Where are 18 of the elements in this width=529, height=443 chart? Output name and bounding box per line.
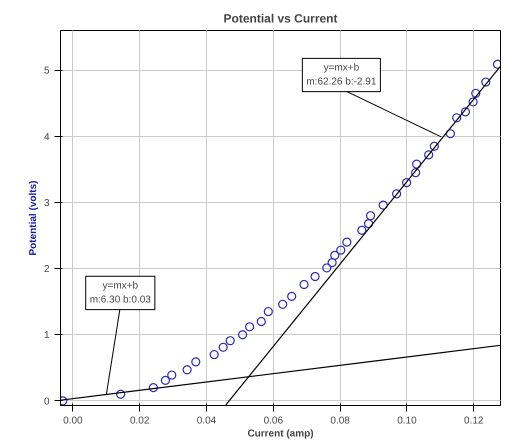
annotation: y=mx+b m:62.26 b:-2.91 <box>306 62 377 88</box>
x-tick-label: 0.00 <box>63 416 84 426</box>
chart-title: Potential vs Current <box>223 12 338 26</box>
x-tick-label: 0.06 <box>264 416 284 426</box>
y-tick-label: 5 <box>44 66 50 77</box>
y-tick-label: 2 <box>44 264 50 276</box>
y-tick-label: 3 <box>44 198 50 209</box>
x-tick-label: 0.10 <box>397 416 418 426</box>
y-tick-label: 1 <box>44 330 50 342</box>
x-axis-title: Current (amp) <box>247 428 314 440</box>
x-tick-label: 0.02 <box>130 416 150 426</box>
y-tick-label: 0 <box>44 396 50 408</box>
annotation: y=mx+b m:6.30 b:0.03 <box>90 280 152 306</box>
x-tick-label: 0.08 <box>330 416 350 426</box>
y-tick-label: 4 <box>44 132 50 143</box>
y-axis-title: Potential (volts) <box>28 180 39 256</box>
x-tick-label: 0.12 <box>464 416 484 426</box>
x-tick-label: 0.04 <box>196 416 217 426</box>
